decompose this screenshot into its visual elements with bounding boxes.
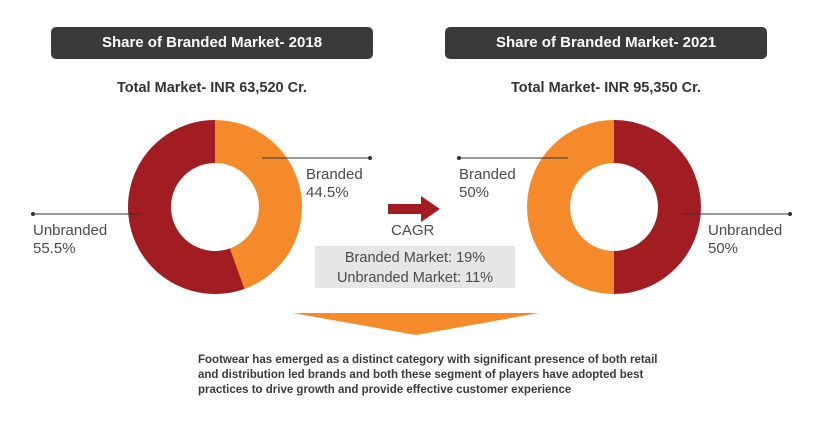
label-branded-2018: Branded 44.5%	[306, 166, 363, 202]
leader-dot-unbranded-2021	[788, 212, 792, 216]
label-unbranded-2021: Unbranded 50%	[708, 222, 782, 258]
leader-dot-unbranded-2018	[31, 212, 35, 216]
leader-dot-branded-2021	[457, 156, 461, 160]
slice-branded-2018	[215, 120, 302, 289]
total-market-2018: Total Market- INR 63,520 Cr.	[117, 80, 307, 96]
cagr-label: CAGR	[391, 222, 435, 239]
value-unbranded-2021: 50%	[708, 240, 739, 257]
cagr-unbranded: Unbranded Market: 11%	[336, 270, 494, 286]
down-arrow-icon	[293, 313, 539, 335]
slice-branded-2021	[527, 120, 614, 294]
category-unbranded-2021: Unbranded	[708, 222, 783, 239]
value-unbranded-2018: 55.5%	[33, 240, 76, 257]
category-branded-2018: Branded	[306, 166, 363, 183]
total-market-2021: Total Market- INR 95,350 Cr.	[511, 80, 701, 96]
chart-title-2018: Share of Branded Market- 2018	[51, 27, 373, 59]
label-unbranded-2018: Unbranded 55.5%	[33, 222, 107, 258]
value-branded-2018: 44.5%	[306, 184, 349, 201]
cagr-branded: Branded Market: 19%	[344, 250, 486, 266]
chart-title-2021: Share of Branded Market- 2021	[445, 27, 767, 59]
slice-unbranded-2021	[614, 120, 701, 294]
slice-unbranded-2018	[127, 120, 245, 294]
category-branded-2021: Branded	[459, 166, 516, 183]
value-branded-2021: 50%	[459, 184, 490, 201]
label-branded-2021: Branded 50%	[459, 166, 516, 202]
cagr-box: Branded Market: 19% Unbranded Market: 11…	[315, 246, 515, 288]
footer-text: Footwear has emerged as a distinct categ…	[198, 354, 658, 396]
leader-dot-branded-2018	[368, 156, 372, 160]
right-arrow-icon	[388, 196, 440, 222]
category-unbranded-2018: Unbranded	[33, 222, 108, 239]
